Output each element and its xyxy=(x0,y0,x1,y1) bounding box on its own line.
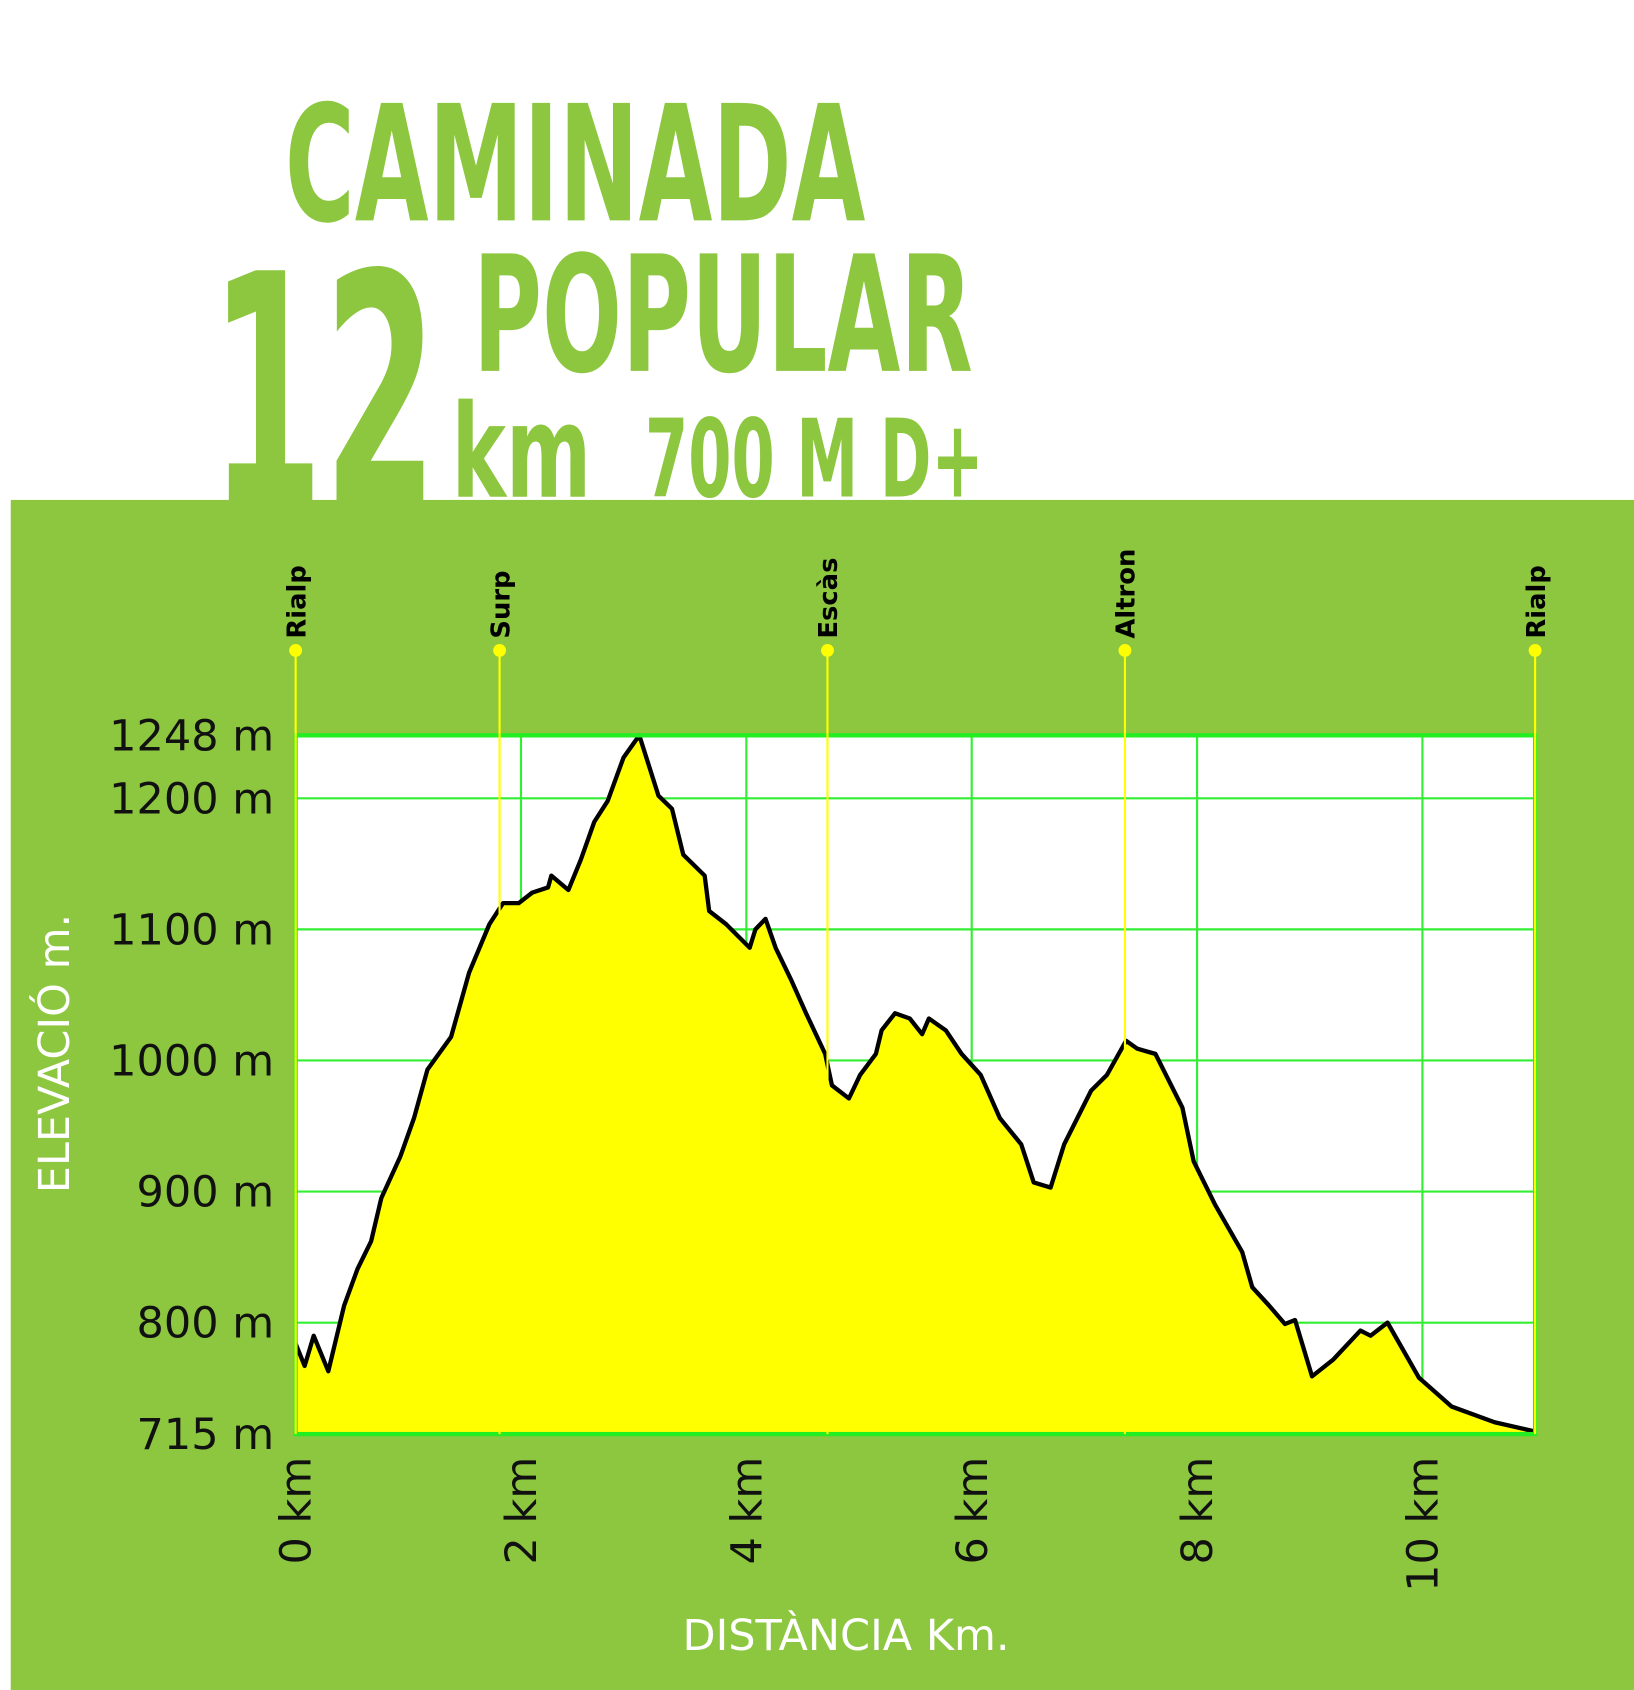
y-tick-label: 1200 m xyxy=(109,774,274,824)
y-tick-label: 900 m xyxy=(136,1168,274,1218)
y-axis-label: ELEVACIÓ m. xyxy=(29,914,80,1193)
title-line: CAMINADA xyxy=(285,71,866,259)
waypoint-dot xyxy=(1528,643,1542,657)
waypoint-dot xyxy=(289,643,303,657)
x-tick-label: 4 km xyxy=(722,1457,772,1565)
waypoint-label: Rialp xyxy=(282,565,312,638)
waypoint-label: Altron xyxy=(1112,549,1142,639)
x-tick-label: 0 km xyxy=(272,1457,322,1565)
x-axis-label: DISTÀNCIA Km. xyxy=(682,1610,1009,1661)
y-tick-label: 1100 m xyxy=(109,905,274,955)
waypoint-label: Rialp xyxy=(1522,565,1552,638)
y-tick-label: 715 m xyxy=(136,1410,274,1460)
waypoint-dot xyxy=(821,643,834,657)
y-tick-label: 1248 m xyxy=(109,711,274,761)
elevation-area xyxy=(295,735,1536,1435)
y-tick-label: 1000 m xyxy=(109,1037,274,1087)
y-tick-label: 800 m xyxy=(136,1299,274,1349)
x-tick-label: 8 km xyxy=(1173,1457,1223,1565)
title-line: POPULAR xyxy=(473,222,973,410)
x-tick-label: 2 km xyxy=(497,1457,547,1565)
waypoint-label: Surp xyxy=(486,570,516,638)
x-tick-label: 6 km xyxy=(948,1457,998,1565)
waypoint-label: Escàs xyxy=(814,558,844,639)
waypoint-dot xyxy=(1118,643,1132,657)
x-tick-label: 10 km xyxy=(1398,1457,1448,1592)
waypoint-dot xyxy=(493,643,507,657)
elevation-line xyxy=(293,733,1536,1434)
